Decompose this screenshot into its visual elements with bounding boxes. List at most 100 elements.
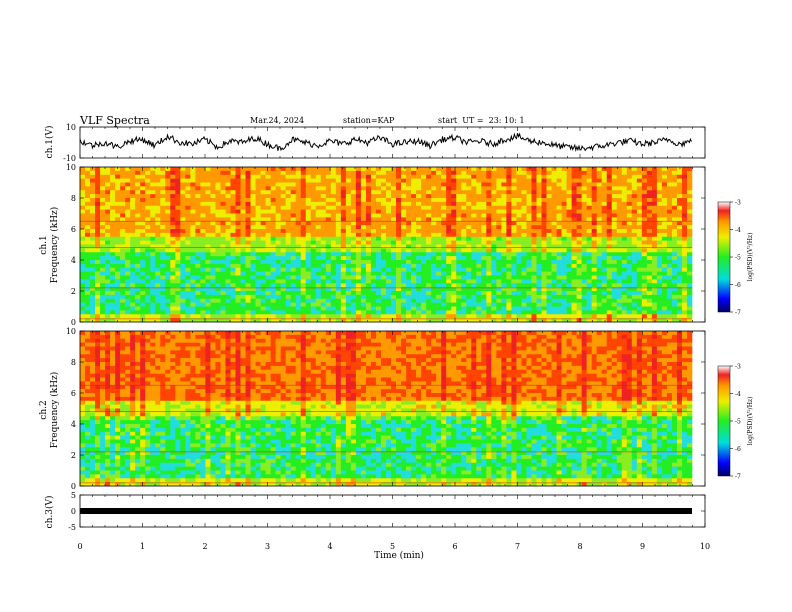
spectrogram-cell xyxy=(551,190,557,195)
spectrogram-cell xyxy=(471,306,477,311)
spectrogram-cell xyxy=(195,283,201,288)
spectrogram-cell xyxy=(456,182,462,187)
spectrogram-cell xyxy=(180,318,186,323)
spectrogram-cell xyxy=(220,306,226,311)
spectrogram-cell xyxy=(396,186,402,191)
spectrogram-cell xyxy=(671,194,678,199)
spectrogram-cell xyxy=(646,271,653,276)
spectrogram-cell xyxy=(601,198,608,203)
spectrogram-cell xyxy=(370,209,377,214)
spectrogram-cell xyxy=(360,240,367,245)
spectrogram-cell xyxy=(521,314,527,319)
spectrogram-cell xyxy=(611,201,618,207)
spectrogram-cell xyxy=(451,260,457,265)
spectrogram-cell xyxy=(200,252,206,257)
spectrogram-cell xyxy=(471,244,477,249)
spectrogram-cell xyxy=(556,260,562,265)
spectrogram-cell xyxy=(641,194,648,199)
spectrogram-cell xyxy=(210,225,216,230)
spectrogram-cell xyxy=(441,205,447,210)
spectrogram-cell xyxy=(606,279,613,284)
spectrogram-cell xyxy=(681,213,688,218)
spectrogram-cell xyxy=(596,248,603,253)
spectrogram-cell xyxy=(325,306,332,311)
spectrogram-cell xyxy=(315,294,322,300)
spectrogram-cell xyxy=(360,260,367,265)
spectrogram-cell xyxy=(676,232,683,238)
spectrogram-cell xyxy=(621,302,628,307)
spectrogram-cell xyxy=(315,225,322,230)
spectrogram-cell xyxy=(285,182,291,187)
spectrogram-cell xyxy=(90,198,96,203)
spectrogram-cell xyxy=(421,209,427,214)
spectrogram-cell xyxy=(125,182,131,187)
spectrogram-cell xyxy=(150,178,156,183)
spectrogram-cell xyxy=(676,236,683,241)
spectrogram-cell xyxy=(170,229,176,234)
spectrogram-cell xyxy=(681,221,688,226)
spectrogram-cell xyxy=(486,240,492,245)
spectrogram-cell xyxy=(601,283,608,288)
spectrogram-cell xyxy=(531,298,537,303)
spectrogram-cell xyxy=(330,291,337,296)
spectrogram-cell xyxy=(491,209,497,214)
spectrogram-cell xyxy=(305,209,312,214)
spectrogram-cell xyxy=(190,291,196,296)
spectrogram-cell xyxy=(441,217,447,222)
spectrogram-cell xyxy=(496,198,502,203)
spectrogram-cell xyxy=(235,263,241,269)
spectrogram-cell xyxy=(421,186,427,191)
spectrogram-cell xyxy=(491,217,497,222)
spectrogram-cell xyxy=(496,167,502,172)
spectrogram-cell xyxy=(636,260,643,265)
spectrogram-cell xyxy=(521,217,527,222)
spectrogram-cell xyxy=(335,229,342,234)
spectrogram-cell xyxy=(636,314,643,319)
spectrogram-cell xyxy=(160,209,166,214)
spectrogram-cell xyxy=(130,291,136,296)
spectrogram-cell xyxy=(401,198,407,203)
spectrogram-cell xyxy=(360,298,367,303)
spectrogram-cell xyxy=(375,194,382,199)
spectrogram-cell xyxy=(110,294,116,300)
spectrogram-cell xyxy=(546,217,552,222)
spectrogram-cell xyxy=(225,314,231,319)
spectrogram-cell xyxy=(220,178,226,183)
spectrogram-cell xyxy=(581,186,587,191)
spectrogram-cell xyxy=(165,314,171,319)
spectrogram-cell xyxy=(416,213,422,218)
spectrogram-cell xyxy=(546,275,552,280)
spectrogram-cell xyxy=(506,260,512,265)
spectrogram-cell xyxy=(491,167,497,172)
spectrogram-cell xyxy=(340,267,347,272)
spectrogram-cell xyxy=(421,170,427,176)
spectrogram-cell xyxy=(616,294,623,300)
spectrogram-cell xyxy=(611,217,618,222)
spectrogram-cell xyxy=(651,260,658,265)
spectrogram-cell xyxy=(601,190,608,195)
spectrogram-cell xyxy=(471,194,477,199)
spectrogram-cell xyxy=(215,279,221,284)
spectrogram-cell xyxy=(526,174,532,179)
spectrogram-cell xyxy=(571,267,577,272)
spectrogram-cell xyxy=(561,244,567,249)
spectrogram-cell xyxy=(671,271,678,276)
spectrogram-cell xyxy=(335,263,342,269)
spectrogram-cell xyxy=(466,298,472,303)
spectrogram-cell xyxy=(380,236,387,241)
spectrogram-cell xyxy=(245,267,251,272)
spectrogram-cell xyxy=(85,447,91,452)
spectrogram-cell xyxy=(546,256,552,261)
spectrogram-cell xyxy=(215,190,221,195)
spectrogram-cell xyxy=(561,236,567,241)
spectrogram-cell xyxy=(586,267,592,272)
spectrogram-cell xyxy=(265,229,271,234)
spectrogram-cell xyxy=(496,225,502,230)
spectrogram-cell xyxy=(426,310,432,315)
spectrogram-cell xyxy=(350,236,357,241)
spectrogram-cell xyxy=(370,174,377,179)
spectrogram-cell xyxy=(521,302,527,307)
spectrogram-cell xyxy=(235,248,241,253)
spectrogram-cell xyxy=(471,283,477,288)
spectrogram-cell xyxy=(135,178,141,183)
